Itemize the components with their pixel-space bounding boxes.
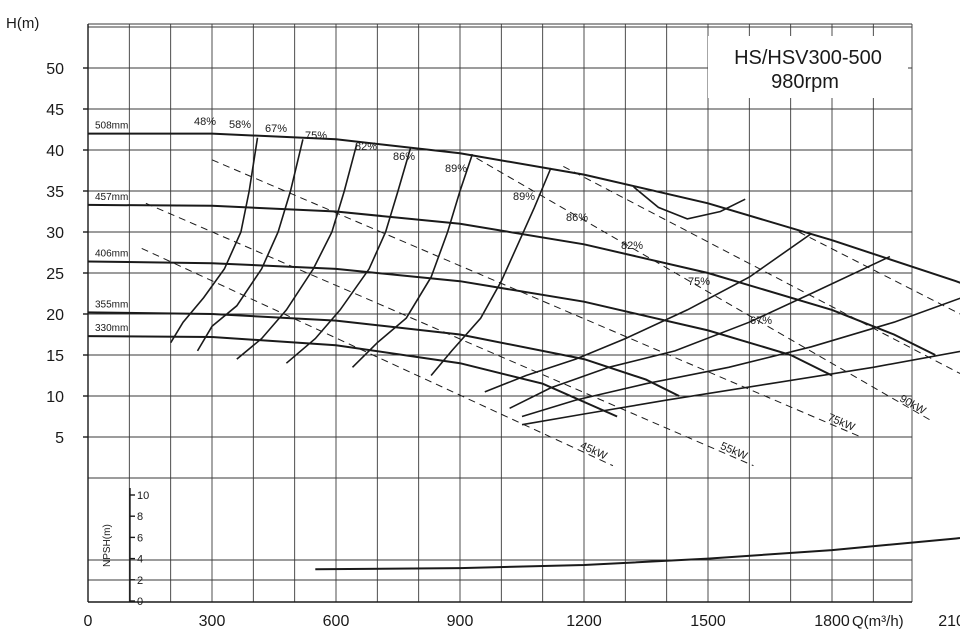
efficiency-curve [521,297,960,418]
y-tick-label: 35 [46,184,64,201]
efficiency-label: 67% [750,315,772,327]
power-lines [141,157,960,467]
power-label-75kW: 75kW [826,412,857,434]
npsh-curve-group [315,537,960,571]
y-tick-label: 40 [46,143,64,160]
npsh-curve [315,537,960,571]
efficiency-label: 48% [194,116,216,128]
efficiency-label: 86% [393,151,415,163]
title-box [708,36,908,98]
npsh-tick-label: 8 [137,511,143,523]
impeller-label-457mm: 457mm [95,192,128,203]
y-axis-label: H(m) [6,15,39,32]
efficiency-curve [351,153,474,368]
npsh-tick-label: 2 [137,575,143,587]
impeller-label-355mm: 355mm [95,299,128,310]
impeller-label-330mm: 330mm [95,323,128,334]
efficiency-label: 75% [688,276,710,288]
y-tick-label: 30 [46,225,64,242]
tick-labels: 0300600900120015001800210024002700510152… [46,61,960,630]
hq-curve-355mm [87,311,680,397]
y-tick-label: 20 [46,307,64,324]
efficiency-curves [170,137,960,426]
npsh-tick-label: 6 [137,532,143,544]
chart-title: HS/HSV300-500 [734,47,882,69]
efficiency-curve [196,139,304,352]
efficiency-curve [484,232,812,393]
power-label-55kW: 55kW [718,440,749,462]
efficiency-curve [236,144,358,360]
power-label-90kW: 90kW [897,393,928,418]
power-line-132kW [798,231,960,315]
x-tick-label: 1200 [566,613,602,630]
y-tick-label: 50 [46,61,64,78]
efficiency-label: 67% [265,123,287,135]
efficiency-curve [509,255,891,410]
y-tick-label: 10 [46,389,64,406]
x-tick-label: 1500 [690,613,726,630]
hq-curve-457mm [87,203,936,356]
power-line-55kW [145,202,754,467]
power-line-75kW [211,159,862,438]
efficiency-curve [170,137,259,344]
efficiency-curve [521,350,960,426]
efficiency-curve [285,148,412,364]
chart-subtitle: 980rpm [771,71,839,93]
x-tick-label: 1800 [814,613,850,630]
efficiency-label: 75% [305,130,327,142]
efficiency-label: 58% [229,119,251,131]
npsh-axis-label: NPSH(m) [102,524,113,567]
efficiency-label: 86% [566,212,588,224]
grid [87,23,913,603]
impeller-curves [87,132,960,418]
impeller-label-406mm: 406mm [95,249,128,260]
x-tick-label: 0 [84,613,93,630]
x-tick-label: 900 [447,613,474,630]
hq-curve-330mm [87,335,618,418]
efficiency-label: 82% [621,240,643,252]
y-tick-label: 5 [55,430,64,447]
hq-curve-508mm [88,132,960,284]
efficiency-label: 89% [513,191,535,203]
power-label-45kW: 45kW [578,440,609,463]
impeller-label-508mm: 508mm [95,121,128,132]
power-line-90kW [476,157,932,422]
x-tick-label: 2100 [938,613,960,630]
x-tick-label: 600 [323,613,350,630]
npsh-tick-label: 4 [137,554,143,566]
x-axis-label: Q(m³/h) [852,613,904,630]
x-tick-label: 300 [199,613,226,630]
efficiency-label: 82% [355,141,377,153]
y-tick-label: 25 [46,266,64,283]
curve-labels: 45kW55kW75kW90kW110kW132kW508mm457mm406m… [95,116,928,463]
y-tick-label: 45 [46,102,64,119]
efficiency-curve [633,186,746,220]
npsh-tick-label: 10 [137,490,149,502]
power-line-45kW [141,247,614,467]
y-tick-label: 15 [46,348,64,365]
hq-curve-406mm [87,260,833,377]
efficiency-curve [430,167,552,377]
npsh-tick-label: 0 [137,596,143,608]
power-line-110kW [563,165,960,375]
efficiency-label: 89% [445,163,467,175]
